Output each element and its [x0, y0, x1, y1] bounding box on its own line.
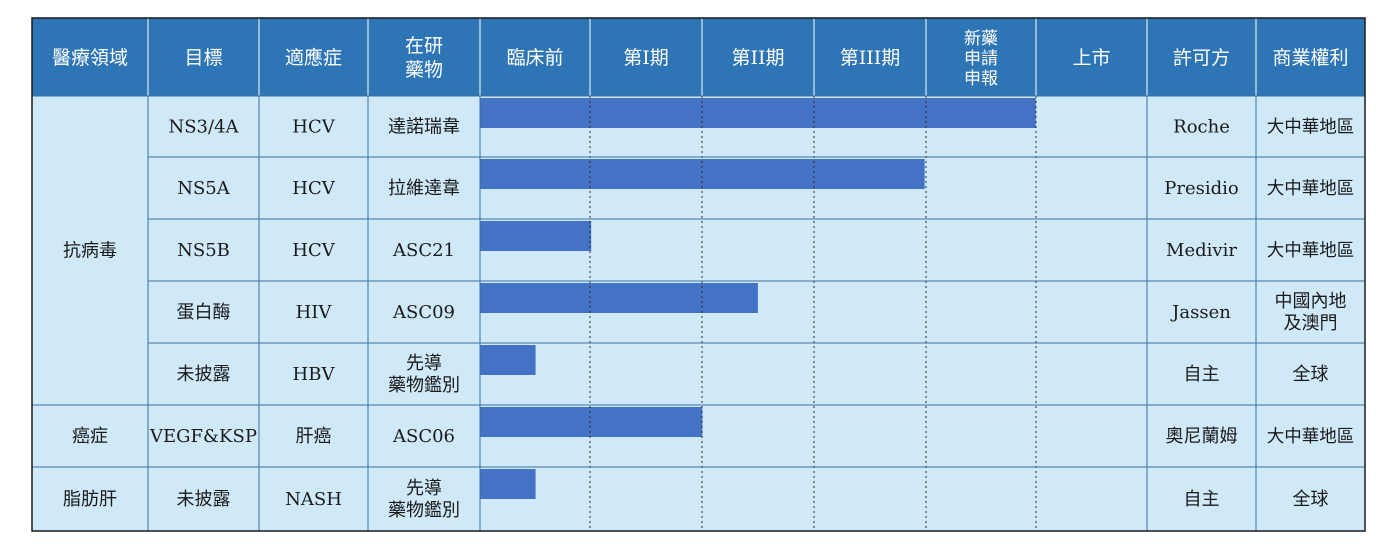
stage-bar [480, 469, 536, 499]
table-row: 未披露 HBV 先導藥物鑑別 自主 全球 [177, 353, 1329, 396]
area-label: 癌症 [72, 426, 108, 447]
header-stage-launch: 上市 [1072, 47, 1110, 69]
licensor-cell: 奧尼蘭姆 [1166, 426, 1238, 447]
target-cell: 未披露 [177, 489, 231, 510]
drug-cell: ASC21 [392, 240, 455, 261]
table-row: VEGF&KSP 肝癌 ASC06 奧尼蘭姆 大中華地區 [149, 426, 1354, 447]
area-column: 抗病毒 癌症 脂肪肝 [63, 241, 117, 511]
header-target: 目標 [184, 47, 222, 69]
rights-cell: 大中華地區 [1267, 118, 1355, 138]
licensor-cell: Presidio [1164, 178, 1238, 199]
stage-bar [480, 221, 592, 251]
indication-cell: HCV [292, 117, 335, 138]
drug-cell: 拉維達韋 [388, 178, 460, 199]
header-row: 醫療領域 目標 適應症 在研藥物 臨床前 第I期 第II期 第III期 新藥申請… [52, 29, 1349, 89]
indication-cell: 肝癌 [296, 426, 332, 447]
progress-bars [480, 98, 1036, 499]
header-stage-nda: 新藥申請申報 [964, 29, 998, 89]
licensor-cell: Medivir [1166, 240, 1237, 261]
table-border [31, 17, 1366, 532]
indication-cell: NASH [285, 489, 342, 510]
licensor-cell: Jassen [1170, 302, 1231, 323]
table-row: NS5A HCV 拉維達韋 Presidio 大中華地區 [177, 178, 1354, 199]
stage-bar [480, 407, 703, 437]
header-stage-preclinical: 臨床前 [506, 47, 563, 69]
indication-cell: HCV [292, 240, 335, 261]
drug-cell: ASC09 [392, 302, 455, 323]
drug-cell: ASC06 [392, 426, 455, 447]
area-label: 抗病毒 [63, 241, 117, 262]
target-cell: VEGF&KSP [149, 426, 257, 447]
table-row: 蛋白酶 HIV ASC09 Jassen 中國內地及澳門 [177, 291, 1347, 334]
header-background [32, 18, 1365, 96]
table-row: NS3/4A HCV 達諾瑞韋 Roche 大中華地區 [168, 117, 1354, 138]
rights-cell: 全球 [1293, 364, 1329, 385]
indication-cell: HCV [292, 178, 335, 199]
header-stage-phase2: 第II期 [731, 47, 784, 69]
stage-bar [480, 98, 1036, 128]
header-stage-phase1: 第I期 [623, 47, 669, 69]
rights-cell: 大中華地區 [1267, 427, 1355, 447]
target-cell: 未披露 [177, 364, 231, 385]
rights-cell: 中國內地及澳門 [1275, 291, 1347, 334]
target-cell: NS3/4A [168, 117, 239, 138]
drug-cell: 先導藥物鑑別 [388, 478, 460, 521]
header-licensor: 許可方 [1173, 47, 1230, 69]
stage-bar [480, 345, 536, 375]
header-area: 醫療領域 [52, 47, 128, 69]
licensor-cell: 自主 [1184, 364, 1220, 385]
indication-cell: HIV [296, 302, 333, 323]
stage-bar [480, 283, 758, 313]
area-label: 脂肪肝 [63, 489, 117, 510]
column-dividers [147, 18, 1257, 531]
table-row: NS5B HCV ASC21 Medivir 大中華地區 [177, 240, 1354, 261]
table-row: 未披露 NASH 先導藥物鑑別 自主 全球 [177, 478, 1329, 521]
table-body: NS3/4A HCV 達諾瑞韋 Roche 大中華地區 NS5A HCV 拉維達韋 Presid… [149, 117, 1354, 522]
header-stage-phase3: 第III期 [840, 47, 901, 69]
drug-cell: 先導藥物鑑別 [388, 353, 460, 396]
header-drug: 在研藥物 [405, 35, 443, 81]
header-rights: 商業權利 [1272, 47, 1348, 69]
licensor-cell: Roche [1173, 117, 1230, 138]
target-cell: NS5B [177, 240, 230, 261]
stage-bar [480, 159, 925, 189]
rights-cell: 全球 [1293, 489, 1329, 510]
target-cell: NS5A [177, 178, 231, 199]
target-cell: 蛋白酶 [177, 302, 231, 323]
rights-cell: 大中華地區 [1267, 179, 1355, 199]
licensor-cell: 自主 [1184, 489, 1220, 510]
indication-cell: HBV [293, 364, 336, 385]
drug-cell: 達諾瑞韋 [388, 117, 460, 138]
row-dividers [32, 95, 1365, 468]
header-indication: 適應症 [285, 46, 342, 69]
rights-cell: 大中華地區 [1267, 241, 1355, 261]
